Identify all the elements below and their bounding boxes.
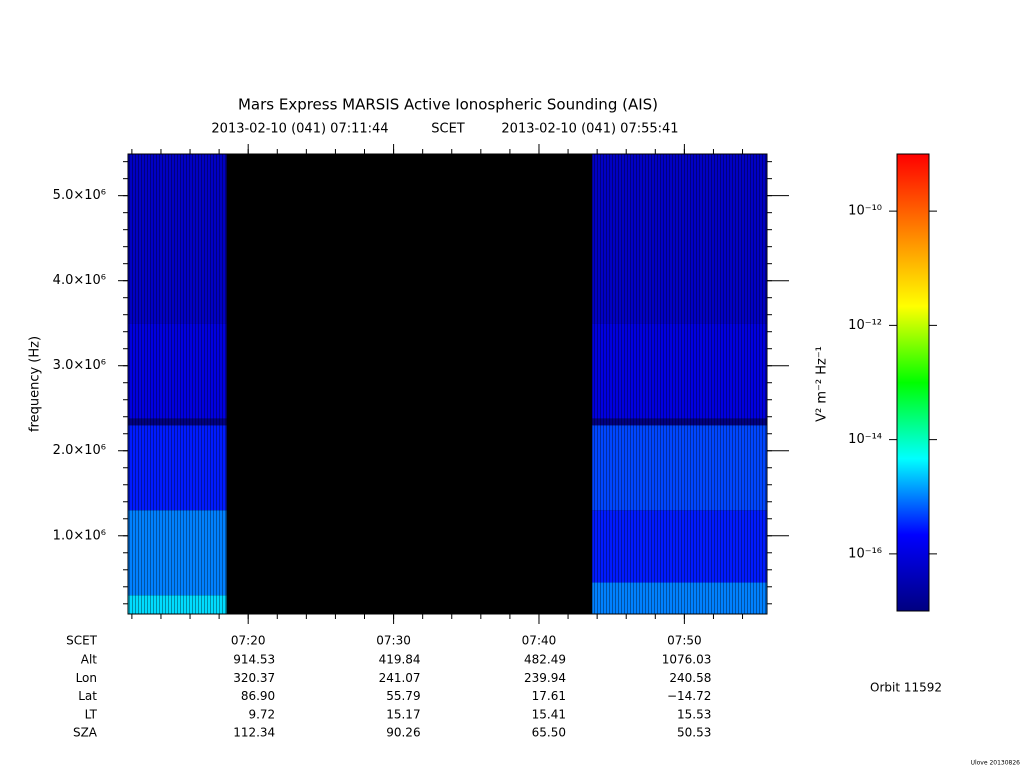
chart-title: Mars Express MARSIS Active Ionospheric S… — [238, 96, 658, 114]
colorbar — [896, 153, 930, 612]
texture — [592, 154, 767, 614]
colorbar-tick-label: 10⁻¹⁴ — [848, 432, 882, 447]
x-tick-label: 07:40 — [522, 634, 557, 648]
y-tick-label: 5.0×10⁶ — [53, 188, 106, 203]
ephemeris-value: 241.07 — [379, 671, 421, 685]
subtitle-label: SCET — [431, 122, 465, 137]
y-tick-label: 4.0×10⁶ — [53, 273, 106, 288]
ephemeris-value: 482.49 — [524, 653, 566, 667]
ephemeris-value: −14.72 — [667, 689, 711, 703]
ephemeris-value: 239.94 — [524, 671, 566, 685]
ephemeris-value: 86.90 — [241, 689, 275, 703]
ephemeris-label: LT — [85, 707, 98, 721]
ephemeris-value: 15.17 — [386, 707, 420, 721]
plot-frame — [127, 153, 768, 615]
ephemeris-label: Lat — [78, 689, 97, 703]
orbit: Orbit 11592 — [870, 681, 942, 695]
colorbar-tick-label: 10⁻¹² — [848, 318, 882, 333]
ephemeris-value: 914.53 — [233, 653, 275, 667]
ephemeris-value: 17.61 — [532, 689, 566, 703]
y-tick-label: 3.0×10⁶ — [53, 358, 106, 373]
subtitle-end: 2013-02-10 (041) 07:55:41 — [501, 122, 678, 137]
ephemeris-value: 55.79 — [386, 689, 420, 703]
texture — [128, 154, 227, 614]
colorbar-label: V² m⁻² Hz⁻¹ — [815, 346, 830, 422]
subtitle-start: 2013-02-10 (041) 07:11:44 — [211, 122, 388, 137]
footer: Ulove 20130826 — [971, 760, 1021, 767]
ephemeris-label: Alt — [81, 653, 98, 667]
colorbar-tick-label: 10⁻¹⁶ — [848, 546, 882, 561]
y-axis-label: frequency (Hz) — [28, 336, 43, 432]
ephemeris-value: 9.72 — [248, 707, 275, 721]
ephemeris-label: SZA — [73, 726, 98, 740]
ephemeris-value: 15.41 — [532, 707, 566, 721]
x-tick-label: 07:30 — [376, 634, 411, 648]
ephemeris-label: Lon — [76, 671, 97, 685]
ephemeris-label: SCET — [66, 634, 98, 648]
ephemeris-value: 112.34 — [233, 726, 275, 740]
ephemeris-value: 1076.03 — [662, 653, 712, 667]
x-tick-label: 07:50 — [667, 634, 702, 648]
ephemeris-value: 240.58 — [669, 671, 711, 685]
x-tick-label: 07:20 — [231, 634, 266, 648]
ephemeris-value: 320.37 — [233, 671, 275, 685]
y-tick-label: 2.0×10⁶ — [53, 443, 106, 458]
ephemeris-value: 65.50 — [532, 726, 566, 740]
ephemeris-value: 15.53 — [677, 707, 711, 721]
y-tick-label: 1.0×10⁶ — [53, 528, 106, 543]
ephemeris-value: 90.26 — [386, 726, 420, 740]
colorbar-tick-label: 10⁻¹⁰ — [848, 204, 882, 219]
ephemeris-value: 50.53 — [677, 726, 711, 740]
ephemeris-value: 419.84 — [379, 653, 421, 667]
